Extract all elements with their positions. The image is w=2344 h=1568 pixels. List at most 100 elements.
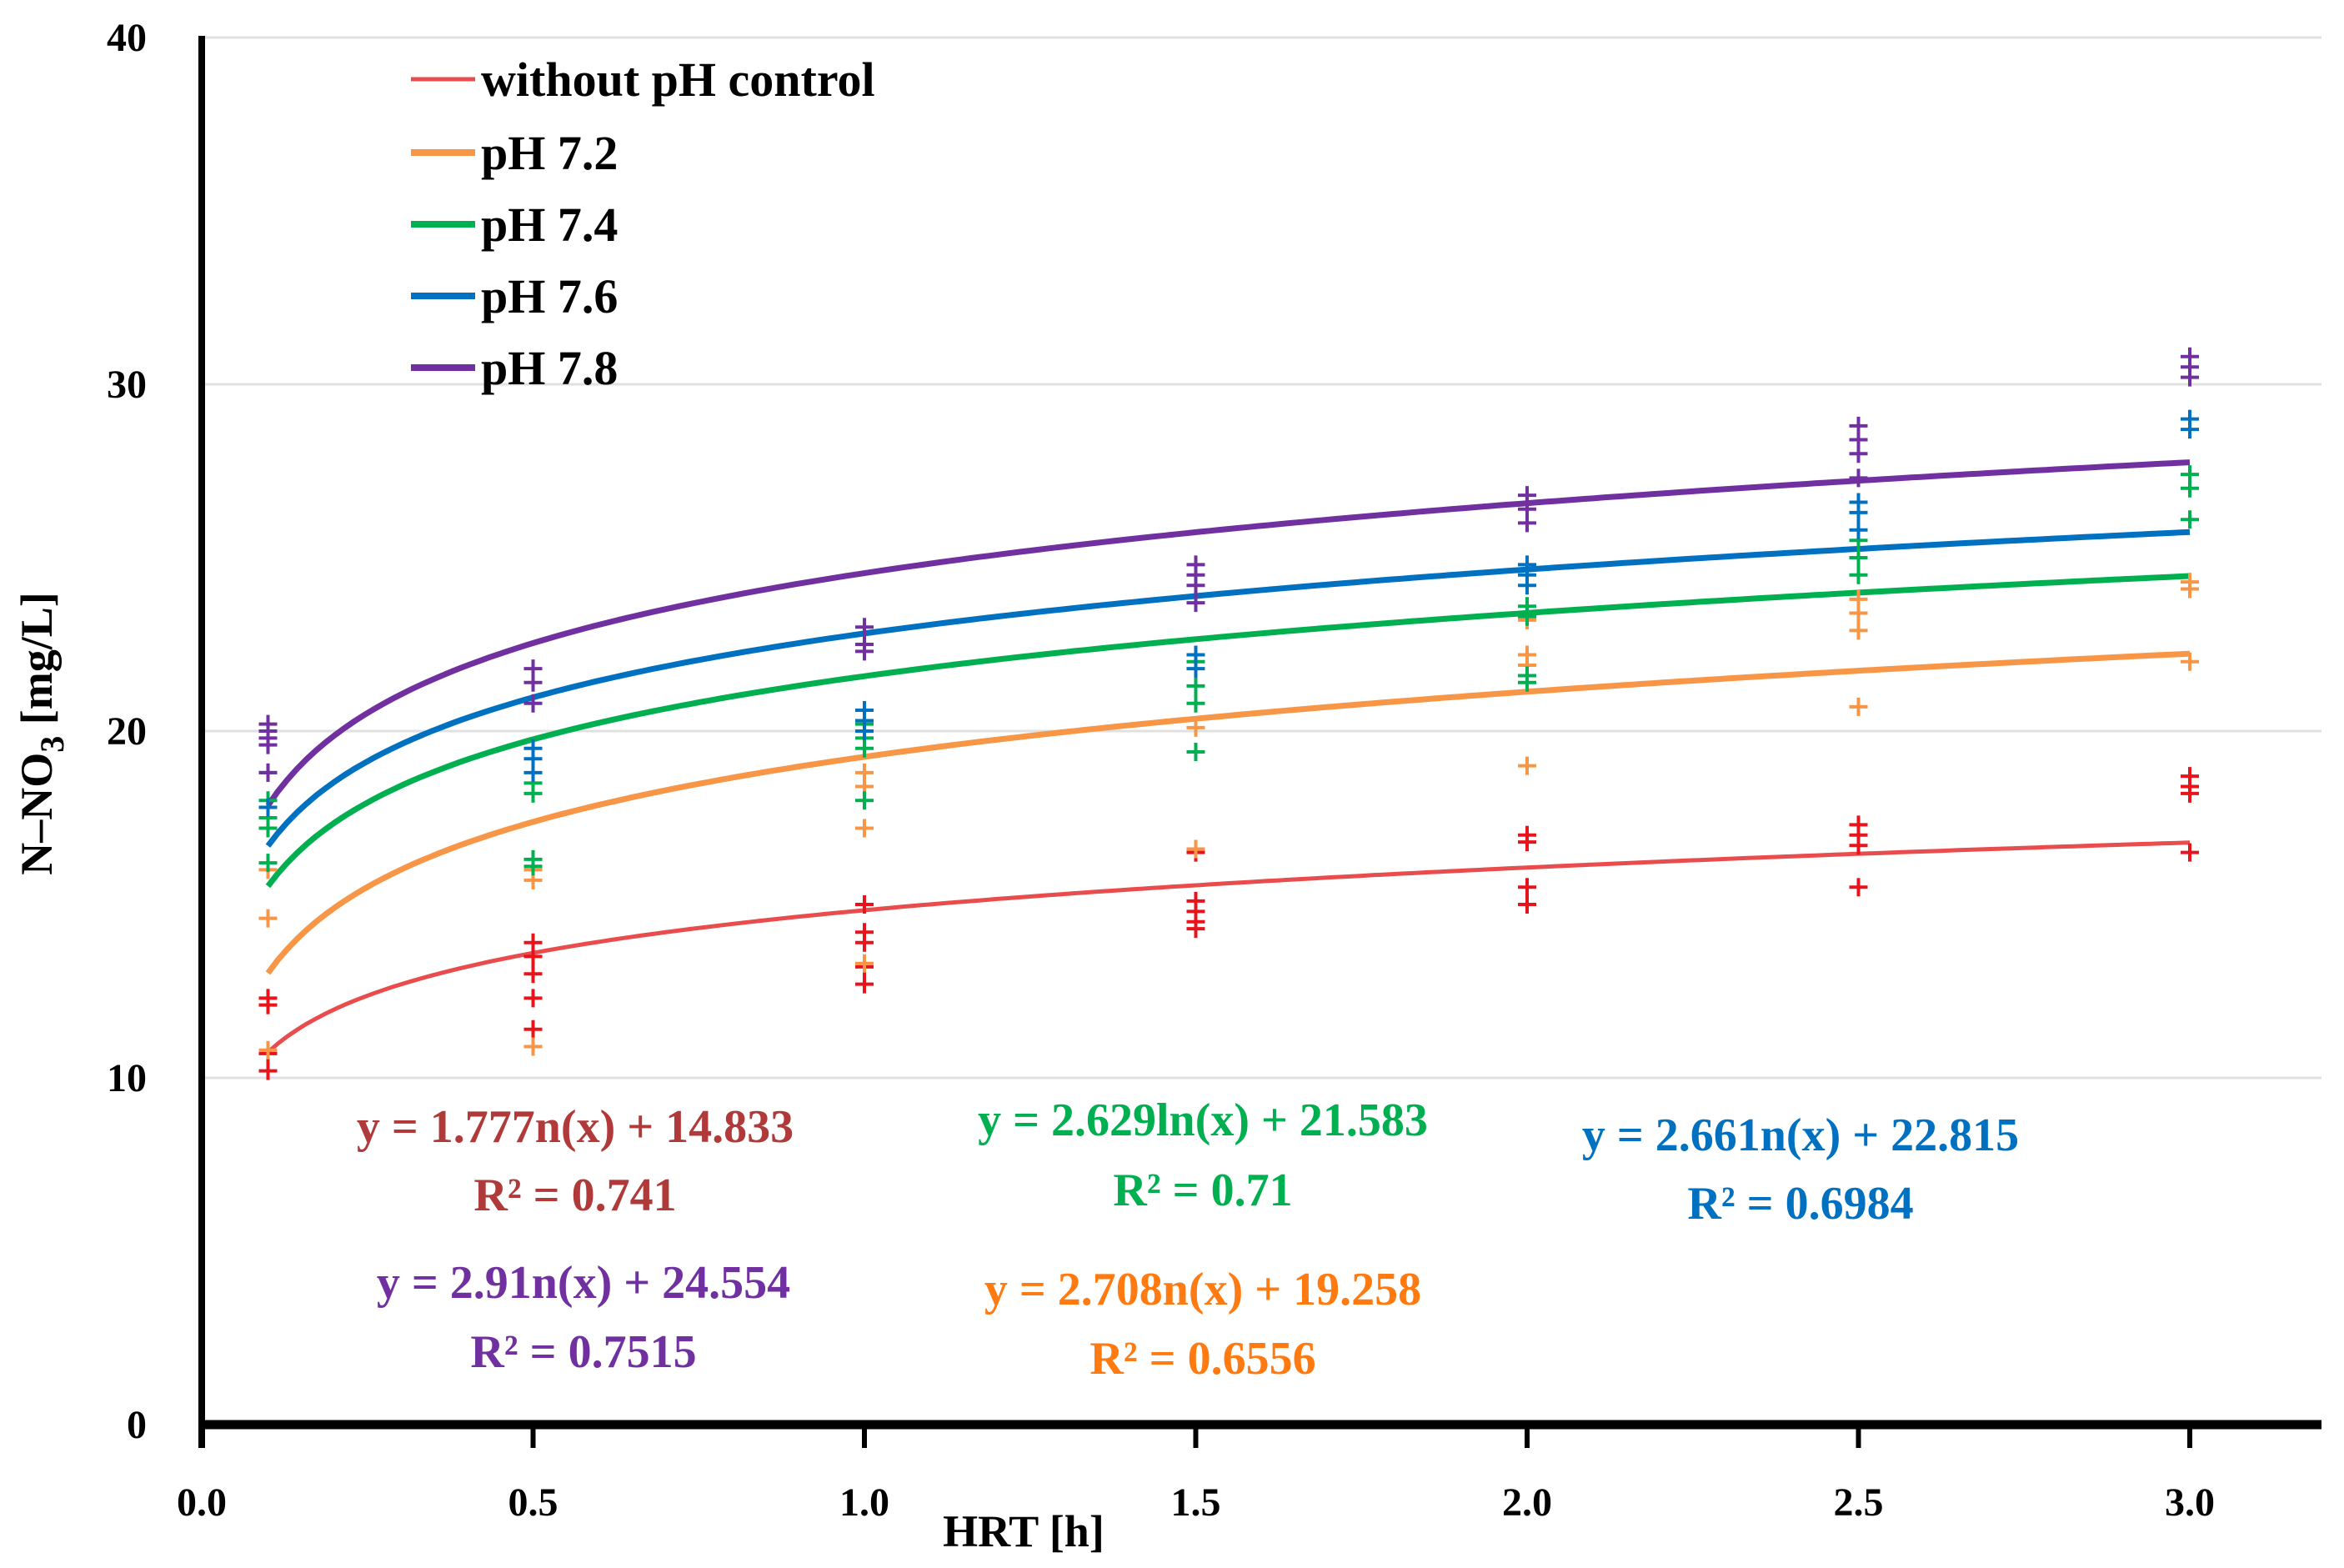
data-point: [523, 763, 543, 782]
trendline-1: [265, 650, 2191, 975]
data-point: [258, 909, 278, 928]
gridlines: [202, 36, 2321, 1080]
legend-label: pH 7.2: [481, 126, 618, 180]
data-point: [523, 857, 543, 876]
data-point: [258, 735, 278, 754]
data-point: [523, 784, 543, 803]
data-point: [1186, 919, 1205, 939]
r-squared-label: R² = 0.71: [1113, 1165, 1292, 1216]
data-point: [1849, 878, 1868, 897]
data-point: [258, 989, 278, 1008]
trendline-3: [265, 529, 2191, 848]
data-point: [1518, 878, 1536, 897]
data-point: [258, 763, 278, 782]
data-point: [1186, 659, 1205, 679]
x-tick-label: 2.0: [1502, 1480, 1552, 1525]
data-point: [1186, 742, 1205, 761]
trendline-2: [265, 573, 2191, 889]
legend: without pH control pH 7.2 pH 7.4 pH 7.6 pH 7…: [411, 53, 875, 395]
data-point: [2181, 478, 2199, 498]
data-point: [1849, 565, 1868, 584]
data-point: [523, 1037, 543, 1056]
data-point: [258, 854, 278, 873]
data-point: [523, 673, 543, 692]
data-point: [1849, 697, 1868, 716]
legend-label: without pH control: [481, 53, 875, 107]
data-point: [855, 739, 874, 758]
x-tick-label: 1.5: [1171, 1480, 1221, 1525]
trendline-equation: y = 2.91n(x) + 24.554: [377, 1257, 790, 1309]
data-point: [2181, 420, 2199, 439]
x-tick-label: 3.0: [2165, 1480, 2215, 1525]
x-tick-label: 0.5: [508, 1480, 558, 1525]
r-squared-label: R² = 0.6984: [1687, 1178, 1913, 1230]
trendline-equation: y = 2.661n(x) + 22.815: [1582, 1110, 2019, 1161]
data-point: [1518, 673, 1536, 692]
trendline-equation: y = 1.777n(x) + 14.833: [357, 1101, 794, 1153]
legend-label: pH 7.4: [481, 198, 618, 252]
data-point: [1849, 836, 1868, 855]
data-point: [1849, 621, 1868, 640]
data-point: [523, 989, 543, 1008]
x-tick-label: 0.0: [177, 1480, 227, 1525]
data-point: [2181, 784, 2199, 803]
data-point: [523, 1019, 543, 1039]
data-point: [1186, 839, 1205, 859]
data-point: [1849, 503, 1868, 522]
data-point: [1849, 468, 1868, 488]
x-axis-label: HRT [h]: [943, 1506, 1104, 1556]
trendline-equations: y = 1.777n(x) + 14.833 R² = 0.741 y = 2.70…: [357, 1095, 2019, 1385]
data-point: [1186, 718, 1205, 737]
data-point: [1518, 833, 1536, 852]
y-tick-label: 30: [107, 363, 147, 407]
y-tick-label: 20: [107, 709, 147, 754]
trendlines: [265, 459, 2191, 1055]
y-axis-label: N–NO3 [mg/L]: [12, 592, 71, 874]
r-squared-label: R² = 0.7515: [470, 1326, 696, 1378]
data-point: [1849, 604, 1868, 623]
r-squared-label: R² = 0.741: [473, 1170, 676, 1221]
y-tick-label: 0: [127, 1403, 147, 1447]
data-point: [2181, 510, 2199, 529]
r-squared-label: R² = 0.6556: [1089, 1333, 1315, 1385]
data-point: [523, 694, 543, 713]
data-point: [1849, 549, 1868, 567]
y-tick-label: 10: [107, 1056, 147, 1100]
x-tick-label: 1.0: [839, 1480, 889, 1525]
data-point: [1186, 676, 1205, 695]
data-point: [855, 791, 874, 810]
data-point: [2181, 368, 2199, 387]
data-point: [258, 819, 278, 838]
data-point: [258, 1061, 278, 1080]
y-tick-label: 40: [107, 16, 147, 60]
data-point: [1186, 576, 1205, 595]
trendline-0: [266, 840, 2191, 1055]
y-axis-label-unit: [mg/L]: [12, 592, 62, 735]
data-point: [855, 819, 874, 838]
data-point: [855, 642, 874, 661]
data-markers: [258, 347, 2199, 1080]
data-point: [523, 964, 543, 984]
data-point: [855, 954, 874, 973]
data-point: [855, 933, 874, 952]
data-point: [855, 895, 874, 914]
y-axis-label-main: N–NO: [12, 753, 62, 875]
data-point: [258, 798, 278, 817]
data-point: [1518, 756, 1536, 775]
data-point: [2181, 579, 2199, 599]
data-point: [855, 618, 874, 637]
data-point: [1518, 607, 1536, 626]
data-point: [1518, 576, 1536, 595]
data-point: [2181, 652, 2199, 671]
trendline-4: [265, 459, 2191, 808]
data-point: [1186, 594, 1205, 613]
data-point: [523, 947, 543, 966]
y-axis-label-sub: 3: [33, 736, 71, 753]
axes: 0 10 20 30 40 0.0 0.5 1.0 1.5 2.0 2.5 3.0: [107, 16, 2321, 1525]
data-point: [2181, 843, 2199, 862]
data-point: [855, 974, 874, 994]
data-point: [1849, 444, 1868, 463]
data-point: [1518, 513, 1536, 533]
data-point: [1849, 520, 1868, 539]
